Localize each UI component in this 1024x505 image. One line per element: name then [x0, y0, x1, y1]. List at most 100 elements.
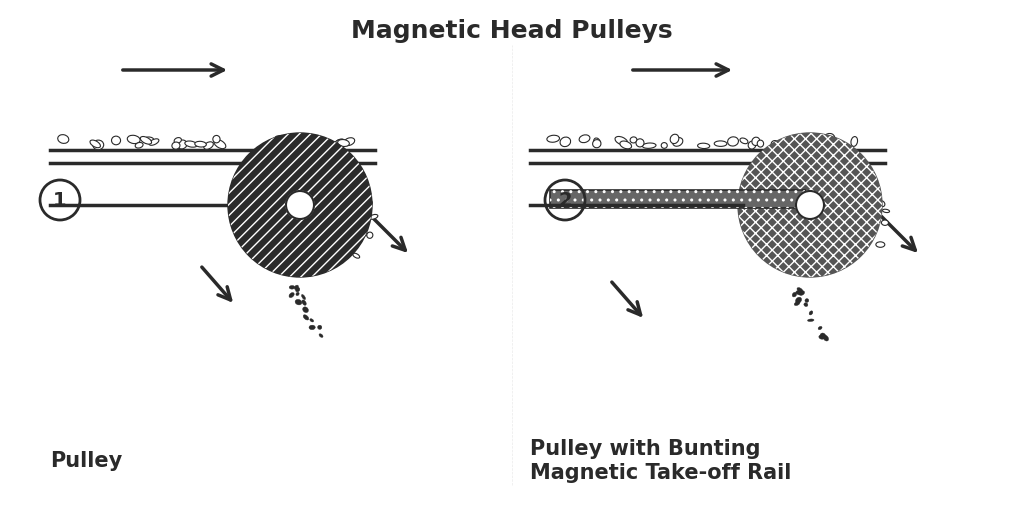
Ellipse shape [348, 216, 355, 220]
Ellipse shape [697, 144, 710, 149]
Ellipse shape [358, 219, 367, 226]
Ellipse shape [93, 141, 103, 150]
Ellipse shape [798, 139, 810, 147]
Circle shape [738, 134, 882, 277]
Ellipse shape [148, 139, 159, 146]
Ellipse shape [286, 136, 298, 145]
Text: Pulley with Bunting
Magnetic Take-off Rail: Pulley with Bunting Magnetic Take-off Ra… [530, 438, 792, 482]
Ellipse shape [204, 142, 213, 150]
Ellipse shape [294, 286, 299, 290]
Ellipse shape [867, 194, 873, 199]
Ellipse shape [862, 185, 869, 191]
Text: Pulley: Pulley [50, 450, 122, 470]
Ellipse shape [351, 198, 358, 204]
Ellipse shape [346, 207, 354, 214]
Ellipse shape [135, 143, 143, 149]
Ellipse shape [859, 238, 864, 242]
Ellipse shape [864, 195, 871, 202]
Ellipse shape [301, 295, 305, 300]
Ellipse shape [354, 226, 360, 232]
Ellipse shape [859, 180, 864, 186]
Ellipse shape [310, 319, 313, 322]
Ellipse shape [303, 307, 308, 313]
Ellipse shape [642, 144, 656, 149]
Ellipse shape [869, 197, 874, 200]
Ellipse shape [289, 293, 294, 298]
Ellipse shape [355, 207, 361, 211]
Ellipse shape [275, 136, 285, 143]
Ellipse shape [303, 315, 309, 320]
Ellipse shape [57, 135, 69, 144]
Ellipse shape [295, 300, 302, 306]
Ellipse shape [851, 137, 857, 147]
Ellipse shape [335, 140, 345, 146]
Ellipse shape [547, 136, 559, 143]
Ellipse shape [864, 201, 872, 208]
Ellipse shape [670, 135, 679, 144]
Ellipse shape [354, 228, 358, 231]
Ellipse shape [347, 221, 353, 226]
Ellipse shape [858, 192, 864, 198]
Ellipse shape [349, 193, 354, 197]
Ellipse shape [594, 139, 600, 147]
Ellipse shape [344, 138, 354, 146]
Ellipse shape [870, 213, 878, 217]
Ellipse shape [797, 288, 803, 293]
Ellipse shape [127, 136, 140, 144]
Ellipse shape [143, 138, 154, 144]
Ellipse shape [367, 233, 373, 239]
Ellipse shape [214, 140, 226, 149]
Ellipse shape [714, 141, 727, 147]
Ellipse shape [615, 137, 628, 146]
Ellipse shape [818, 327, 822, 330]
Ellipse shape [823, 134, 835, 144]
Ellipse shape [752, 138, 760, 146]
Ellipse shape [360, 219, 368, 227]
Ellipse shape [820, 333, 825, 339]
Ellipse shape [793, 293, 797, 297]
Ellipse shape [673, 138, 683, 147]
FancyBboxPatch shape [550, 190, 805, 209]
Ellipse shape [350, 209, 357, 215]
Ellipse shape [859, 188, 865, 194]
Ellipse shape [351, 232, 357, 237]
Ellipse shape [335, 140, 344, 146]
Ellipse shape [140, 137, 152, 145]
Ellipse shape [357, 199, 364, 204]
Ellipse shape [805, 299, 809, 303]
Ellipse shape [560, 138, 570, 147]
Ellipse shape [861, 194, 866, 200]
Ellipse shape [296, 288, 300, 292]
Ellipse shape [771, 141, 779, 149]
Ellipse shape [859, 228, 865, 233]
Ellipse shape [112, 137, 121, 145]
Ellipse shape [787, 136, 795, 145]
Ellipse shape [823, 335, 828, 341]
Ellipse shape [269, 142, 275, 148]
Ellipse shape [862, 202, 871, 208]
Ellipse shape [177, 141, 187, 149]
Ellipse shape [289, 286, 295, 289]
Ellipse shape [859, 239, 866, 245]
Text: Magnetic Head Pulleys: Magnetic Head Pulleys [351, 19, 673, 43]
Ellipse shape [353, 254, 359, 259]
Ellipse shape [195, 142, 206, 148]
Ellipse shape [757, 141, 764, 148]
Ellipse shape [319, 334, 323, 338]
Ellipse shape [338, 140, 349, 147]
Ellipse shape [799, 291, 805, 296]
Ellipse shape [728, 137, 738, 147]
Circle shape [286, 191, 314, 220]
Ellipse shape [865, 191, 870, 197]
Ellipse shape [749, 142, 756, 150]
Ellipse shape [90, 141, 100, 148]
Ellipse shape [370, 215, 378, 220]
Ellipse shape [302, 300, 306, 306]
Circle shape [796, 191, 824, 220]
Ellipse shape [796, 297, 802, 304]
Ellipse shape [872, 194, 881, 201]
Ellipse shape [213, 136, 220, 143]
Ellipse shape [174, 138, 181, 144]
Ellipse shape [278, 136, 285, 144]
Ellipse shape [350, 184, 355, 189]
